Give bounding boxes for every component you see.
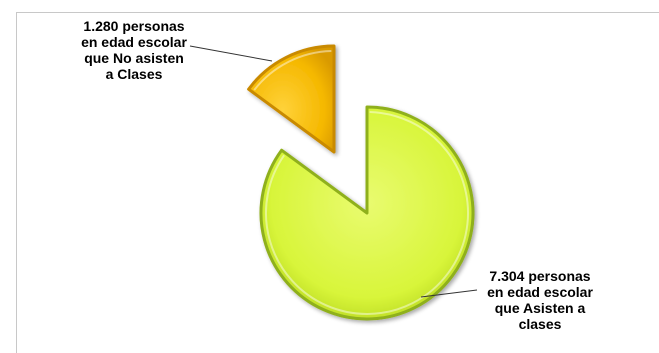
leader-line-asisten [420, 289, 478, 298]
label-no-asisten: 1.280 personas en edad escolar que No as… [81, 18, 187, 82]
slice-no-asisten-bevel [253, 50, 332, 91]
slice-asisten-bevel [265, 111, 469, 315]
leader-line-no-asisten [189, 45, 273, 62]
frame-top-border [16, 12, 659, 13]
slice-asisten [259, 105, 475, 321]
frame-left-border [16, 12, 17, 353]
slice-no-asisten [247, 44, 336, 154]
label-asisten: 7.304 personas en edad escolar que Asist… [487, 268, 593, 332]
